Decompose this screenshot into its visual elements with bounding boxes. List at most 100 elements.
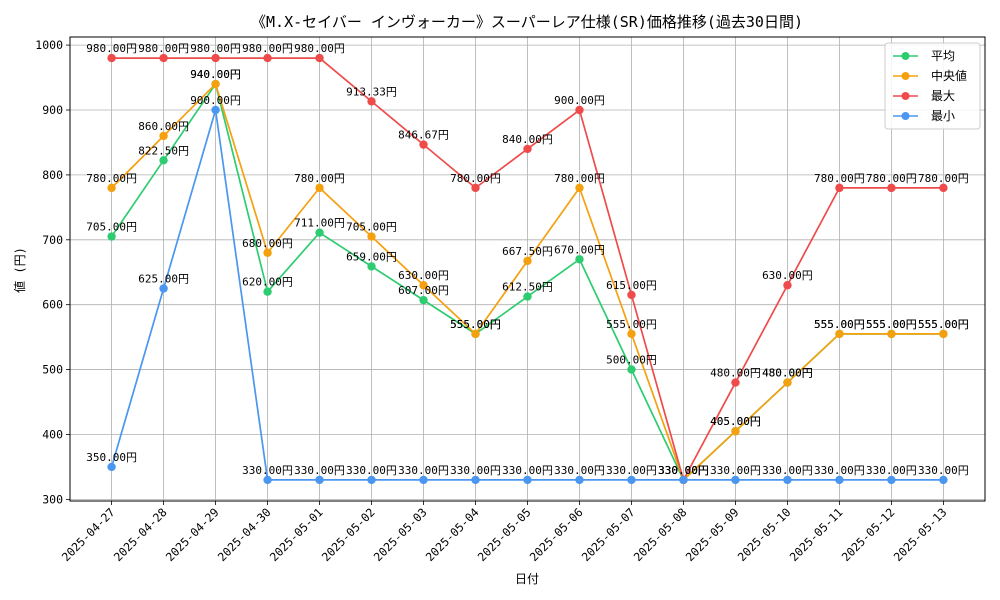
series-1-point-2 (159, 156, 168, 165)
series-4-point-14 (783, 475, 792, 485)
series-1-label-1: 705.00円 (86, 221, 137, 234)
series-3-point-13 (731, 378, 740, 387)
series-2-label-11: 555.00円 (606, 318, 657, 331)
series-1-label-16: 555.00円 (866, 318, 917, 331)
series-4-point-9 (523, 475, 532, 485)
series-3-point-3 (211, 53, 220, 63)
y-tick-label: 900 (42, 103, 63, 117)
series-layer (107, 53, 948, 485)
legend-entry-max: 最大 (893, 89, 955, 103)
series-4-point-1 (107, 462, 116, 472)
series-4-label-4: 330.00円 (242, 464, 293, 477)
y-tick-label: 400 (42, 427, 63, 441)
legend-marker (901, 112, 910, 120)
series-2-point-14 (783, 378, 792, 387)
chart-title: 《M.X-セイバー インヴォーカー》スーパーレア仕様(SR)価格推移(過去30日… (251, 13, 803, 31)
series-2 (107, 79, 948, 485)
series-4-point-17 (939, 475, 948, 485)
series-3-label-15: 780.00円 (814, 172, 865, 185)
series-1-label-6: 659.00円 (346, 250, 397, 263)
series-3-label-6: 913.33円 (346, 85, 397, 98)
series-4-point-12 (679, 475, 688, 485)
series-2-point-10 (575, 183, 584, 193)
series-1-label-11: 500.00円 (606, 354, 657, 367)
series-2-point-3 (211, 79, 220, 89)
series-4-point-5 (315, 475, 324, 485)
series-3-point-6 (367, 97, 376, 106)
series-1-label-15: 555.00円 (814, 318, 865, 331)
series-1-point-1 (107, 232, 116, 241)
series-4-label-15: 330.00円 (814, 464, 865, 477)
series-3-label-11: 615.00円 (606, 279, 657, 292)
series-2-point-7 (419, 281, 428, 290)
series-4-label-9: 330.00円 (502, 464, 553, 477)
y-tick-label: 500 (42, 363, 63, 377)
series-2-label-2: 860.00円 (138, 120, 189, 133)
series-1-point-10 (575, 255, 584, 264)
series-2-point-17 (939, 329, 948, 339)
series-4-label-17: 330.00円 (918, 464, 969, 477)
series-3-point-14 (783, 281, 792, 290)
series-4-label-14: 330.00円 (762, 464, 813, 477)
legend-label: 平均 (931, 49, 955, 63)
series-2-point-15 (835, 329, 844, 339)
series-4-label-16: 330.00円 (866, 464, 917, 477)
data-labels: 705.00円 822.50円 940.00円 620.00円 711.00円 659.0… (86, 42, 969, 477)
legend-label: 最小 (931, 109, 955, 123)
series-3-point-15 (835, 183, 844, 193)
series-3-point-9 (523, 144, 532, 154)
series-3-point-4 (263, 53, 272, 63)
series-1-point-11 (627, 365, 636, 374)
series-4 (107, 105, 948, 485)
series-2-label-15: 555.00円 (814, 318, 865, 331)
series-4-point-13 (731, 475, 740, 485)
series-1-label-14: 480.00円 (762, 367, 813, 380)
series-3-point-11 (627, 290, 636, 300)
series-2-point-1 (107, 183, 116, 193)
series-4-point-2 (159, 284, 168, 293)
series-2-label-17: 555.00円 (918, 318, 969, 331)
series-4-label-10: 330.00円 (554, 464, 605, 477)
series-3-label-17: 780.00円 (918, 172, 969, 185)
series-3-label-9: 840.00円 (502, 133, 553, 146)
series-1-label-17: 555.00円 (918, 318, 969, 331)
series-1-point-5 (315, 228, 324, 237)
series-3-label-2: 980.00円 (138, 42, 189, 55)
y-tick-label: 1000 (35, 38, 63, 52)
series-2-label-1: 780.00円 (86, 172, 137, 185)
series-3-label-4: 980.00円 (242, 42, 293, 55)
series-3-label-3: 980.00円 (190, 42, 241, 55)
legend-box (884, 42, 981, 130)
series-2-point-6 (367, 232, 376, 241)
series-4-label-7: 330.00円 (398, 464, 449, 477)
series-2-point-9 (523, 256, 532, 266)
series-4-label-3: 900.00円 (190, 94, 241, 107)
series-1-point-7 (419, 295, 428, 305)
series-4-label-12: 330.00円 (658, 464, 709, 477)
series-3-point-17 (939, 183, 948, 193)
series-2-label-14: 480.00円 (762, 367, 813, 380)
series-2-label-16: 555.00円 (866, 318, 917, 331)
series-4-label-8: 330.00円 (450, 464, 501, 477)
y-tick-label: 600 (42, 298, 63, 312)
series-1-label-9: 612.50円 (502, 281, 553, 294)
series-2-point-16 (887, 329, 896, 339)
series-3-point-5 (315, 53, 324, 63)
legend: 平均 中央値 最大 最小 (884, 42, 981, 130)
series-2-label-6: 705.00円 (346, 221, 397, 234)
series-2-label-7: 630.00円 (398, 269, 449, 282)
series-2-point-5 (315, 183, 324, 193)
legend-label: 最大 (931, 89, 955, 103)
y-tick-label: 800 (42, 168, 63, 182)
x-axis-label: 日付 (515, 572, 539, 586)
series-4-point-11 (627, 475, 636, 485)
series-4-point-4 (263, 475, 272, 485)
series-1-label-5: 711.00円 (294, 217, 345, 230)
series-1-label-8: 555.00円 (450, 318, 501, 331)
series-2-label-12: 330.00円 (658, 464, 709, 477)
legend-marker (901, 52, 910, 60)
series-1-point-6 (367, 262, 376, 271)
legend-entry-median: 中央値 (893, 68, 967, 83)
series-4-point-16 (887, 475, 896, 485)
series-4-label-6: 330.00円 (346, 464, 397, 477)
